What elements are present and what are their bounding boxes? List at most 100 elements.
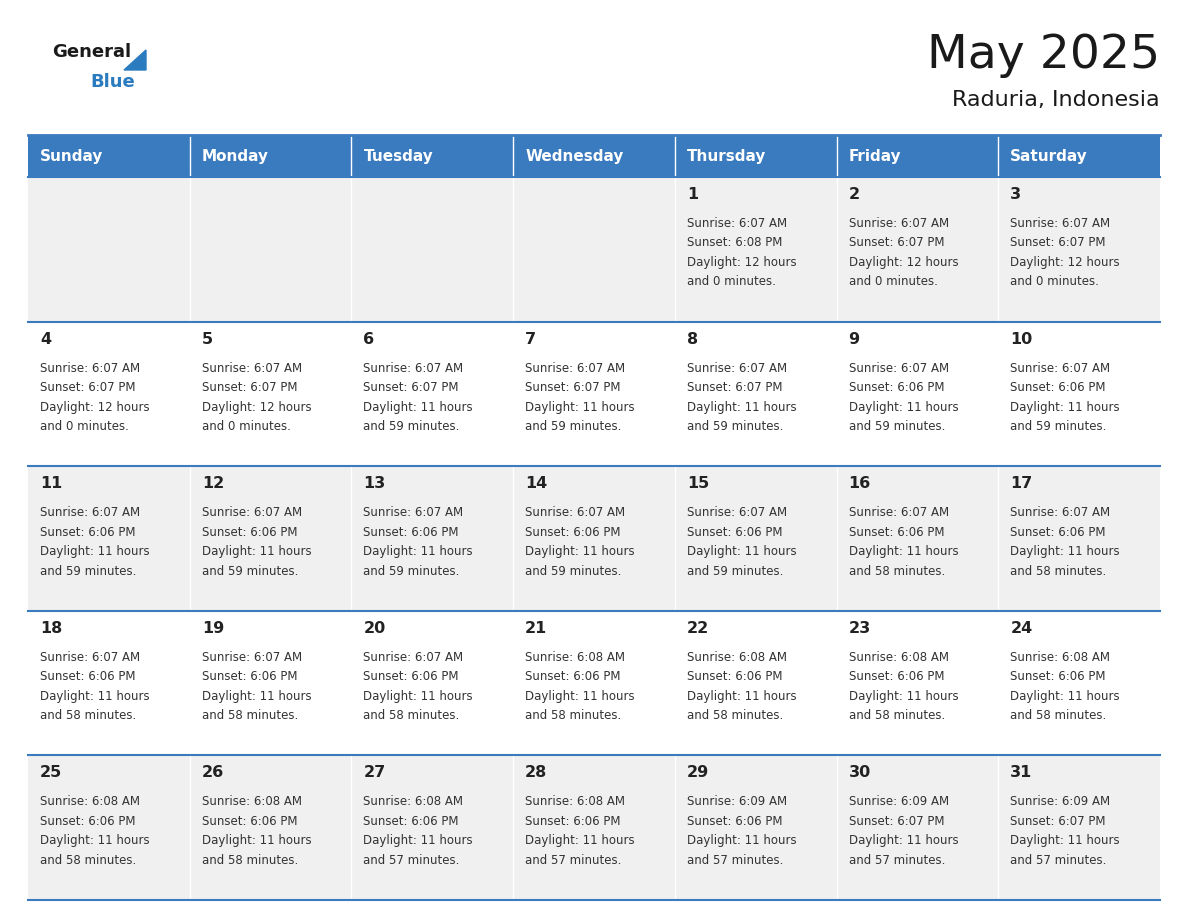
Text: Sunset: 6:07 PM: Sunset: 6:07 PM bbox=[848, 237, 944, 250]
Text: 14: 14 bbox=[525, 476, 548, 491]
Text: and 59 minutes.: and 59 minutes. bbox=[364, 565, 460, 577]
Text: Sunset: 6:07 PM: Sunset: 6:07 PM bbox=[687, 381, 783, 394]
Text: Sunrise: 6:07 AM: Sunrise: 6:07 AM bbox=[1010, 362, 1111, 375]
Text: 13: 13 bbox=[364, 476, 386, 491]
Text: and 58 minutes.: and 58 minutes. bbox=[40, 854, 137, 867]
Text: Daylight: 11 hours: Daylight: 11 hours bbox=[687, 545, 796, 558]
Text: Sunrise: 6:07 AM: Sunrise: 6:07 AM bbox=[1010, 217, 1111, 230]
Text: Sunset: 6:07 PM: Sunset: 6:07 PM bbox=[848, 815, 944, 828]
Text: Sunset: 6:06 PM: Sunset: 6:06 PM bbox=[525, 670, 620, 683]
Text: Daylight: 11 hours: Daylight: 11 hours bbox=[40, 545, 150, 558]
Text: 18: 18 bbox=[40, 621, 62, 636]
Text: Sunrise: 6:07 AM: Sunrise: 6:07 AM bbox=[525, 506, 625, 520]
Bar bbox=[190, 135, 352, 177]
Text: and 57 minutes.: and 57 minutes. bbox=[848, 854, 944, 867]
Text: Daylight: 11 hours: Daylight: 11 hours bbox=[202, 689, 311, 703]
Text: Sunrise: 6:07 AM: Sunrise: 6:07 AM bbox=[1010, 506, 1111, 520]
Text: Sunset: 6:06 PM: Sunset: 6:06 PM bbox=[848, 670, 944, 683]
Text: Daylight: 11 hours: Daylight: 11 hours bbox=[687, 834, 796, 847]
Bar bbox=[998, 135, 1159, 177]
Text: and 57 minutes.: and 57 minutes. bbox=[364, 854, 460, 867]
Text: Sunset: 6:06 PM: Sunset: 6:06 PM bbox=[525, 526, 620, 539]
Text: and 58 minutes.: and 58 minutes. bbox=[202, 854, 298, 867]
Text: 8: 8 bbox=[687, 331, 699, 347]
Text: Sunrise: 6:07 AM: Sunrise: 6:07 AM bbox=[40, 506, 140, 520]
Bar bbox=[29, 135, 190, 177]
Text: Sunset: 6:06 PM: Sunset: 6:06 PM bbox=[848, 526, 944, 539]
Bar bbox=[29, 756, 1159, 900]
Text: Sunrise: 6:07 AM: Sunrise: 6:07 AM bbox=[364, 506, 463, 520]
Text: Sunset: 6:06 PM: Sunset: 6:06 PM bbox=[1010, 381, 1106, 394]
Text: and 59 minutes.: and 59 minutes. bbox=[687, 565, 783, 577]
Text: Sunset: 6:06 PM: Sunset: 6:06 PM bbox=[40, 815, 135, 828]
Text: 23: 23 bbox=[848, 621, 871, 636]
Text: Sunset: 6:07 PM: Sunset: 6:07 PM bbox=[525, 381, 620, 394]
Text: and 58 minutes.: and 58 minutes. bbox=[525, 710, 621, 722]
Text: 7: 7 bbox=[525, 331, 536, 347]
Text: Sunrise: 6:07 AM: Sunrise: 6:07 AM bbox=[364, 651, 463, 664]
Text: 22: 22 bbox=[687, 621, 709, 636]
Text: Sunrise: 6:07 AM: Sunrise: 6:07 AM bbox=[364, 362, 463, 375]
Text: Sunrise: 6:08 AM: Sunrise: 6:08 AM bbox=[687, 651, 786, 664]
Text: Sunset: 6:06 PM: Sunset: 6:06 PM bbox=[202, 526, 297, 539]
Text: 20: 20 bbox=[364, 621, 386, 636]
Text: and 59 minutes.: and 59 minutes. bbox=[202, 565, 298, 577]
Text: Daylight: 11 hours: Daylight: 11 hours bbox=[525, 834, 634, 847]
Bar bbox=[675, 135, 836, 177]
Text: 25: 25 bbox=[40, 766, 62, 780]
Text: Sunrise: 6:08 AM: Sunrise: 6:08 AM bbox=[364, 795, 463, 809]
Text: Daylight: 11 hours: Daylight: 11 hours bbox=[364, 545, 473, 558]
Text: and 0 minutes.: and 0 minutes. bbox=[687, 275, 776, 288]
Text: 4: 4 bbox=[40, 331, 51, 347]
Text: Sunset: 6:06 PM: Sunset: 6:06 PM bbox=[687, 526, 783, 539]
Text: Sunset: 6:06 PM: Sunset: 6:06 PM bbox=[40, 670, 135, 683]
Text: Sunday: Sunday bbox=[40, 149, 103, 163]
Text: and 57 minutes.: and 57 minutes. bbox=[687, 854, 783, 867]
Text: Daylight: 11 hours: Daylight: 11 hours bbox=[848, 545, 959, 558]
Text: Daylight: 11 hours: Daylight: 11 hours bbox=[1010, 400, 1120, 414]
Bar bbox=[29, 610, 1159, 756]
Text: 11: 11 bbox=[40, 476, 62, 491]
Text: Sunset: 6:06 PM: Sunset: 6:06 PM bbox=[40, 526, 135, 539]
Text: Daylight: 11 hours: Daylight: 11 hours bbox=[687, 689, 796, 703]
Text: Sunrise: 6:07 AM: Sunrise: 6:07 AM bbox=[848, 217, 949, 230]
Text: Daylight: 11 hours: Daylight: 11 hours bbox=[1010, 545, 1120, 558]
Text: Daylight: 11 hours: Daylight: 11 hours bbox=[848, 689, 959, 703]
Text: Daylight: 11 hours: Daylight: 11 hours bbox=[364, 834, 473, 847]
Text: Sunset: 6:06 PM: Sunset: 6:06 PM bbox=[1010, 670, 1106, 683]
Bar bbox=[836, 135, 998, 177]
Text: and 59 minutes.: and 59 minutes. bbox=[525, 565, 621, 577]
Text: Sunset: 6:06 PM: Sunset: 6:06 PM bbox=[364, 815, 459, 828]
Text: and 57 minutes.: and 57 minutes. bbox=[1010, 854, 1107, 867]
Text: Sunset: 6:06 PM: Sunset: 6:06 PM bbox=[202, 815, 297, 828]
Text: Daylight: 11 hours: Daylight: 11 hours bbox=[848, 400, 959, 414]
Text: 15: 15 bbox=[687, 476, 709, 491]
Text: Thursday: Thursday bbox=[687, 149, 766, 163]
Text: Sunset: 6:06 PM: Sunset: 6:06 PM bbox=[1010, 526, 1106, 539]
Text: Tuesday: Tuesday bbox=[364, 149, 434, 163]
Text: and 58 minutes.: and 58 minutes. bbox=[848, 710, 944, 722]
Text: Sunset: 6:06 PM: Sunset: 6:06 PM bbox=[687, 670, 783, 683]
Text: Sunset: 6:08 PM: Sunset: 6:08 PM bbox=[687, 237, 782, 250]
Text: Sunset: 6:06 PM: Sunset: 6:06 PM bbox=[202, 670, 297, 683]
Text: Blue: Blue bbox=[90, 73, 134, 91]
Text: Sunrise: 6:07 AM: Sunrise: 6:07 AM bbox=[687, 506, 786, 520]
Text: Friday: Friday bbox=[848, 149, 902, 163]
Text: Sunrise: 6:07 AM: Sunrise: 6:07 AM bbox=[202, 506, 302, 520]
Text: Daylight: 11 hours: Daylight: 11 hours bbox=[202, 545, 311, 558]
Text: 24: 24 bbox=[1010, 621, 1032, 636]
Text: Raduria, Indonesia: Raduria, Indonesia bbox=[953, 90, 1159, 110]
Text: 29: 29 bbox=[687, 766, 709, 780]
Text: Sunrise: 6:08 AM: Sunrise: 6:08 AM bbox=[202, 795, 302, 809]
Text: and 0 minutes.: and 0 minutes. bbox=[1010, 275, 1099, 288]
Text: Wednesday: Wednesday bbox=[525, 149, 624, 163]
Text: 28: 28 bbox=[525, 766, 548, 780]
Text: 16: 16 bbox=[848, 476, 871, 491]
Text: Sunrise: 6:07 AM: Sunrise: 6:07 AM bbox=[848, 362, 949, 375]
Text: Sunset: 6:07 PM: Sunset: 6:07 PM bbox=[1010, 237, 1106, 250]
Text: Sunset: 6:07 PM: Sunset: 6:07 PM bbox=[40, 381, 135, 394]
Bar bbox=[352, 135, 513, 177]
Polygon shape bbox=[124, 50, 146, 70]
Text: and 59 minutes.: and 59 minutes. bbox=[525, 420, 621, 433]
Text: Sunrise: 6:07 AM: Sunrise: 6:07 AM bbox=[687, 362, 786, 375]
